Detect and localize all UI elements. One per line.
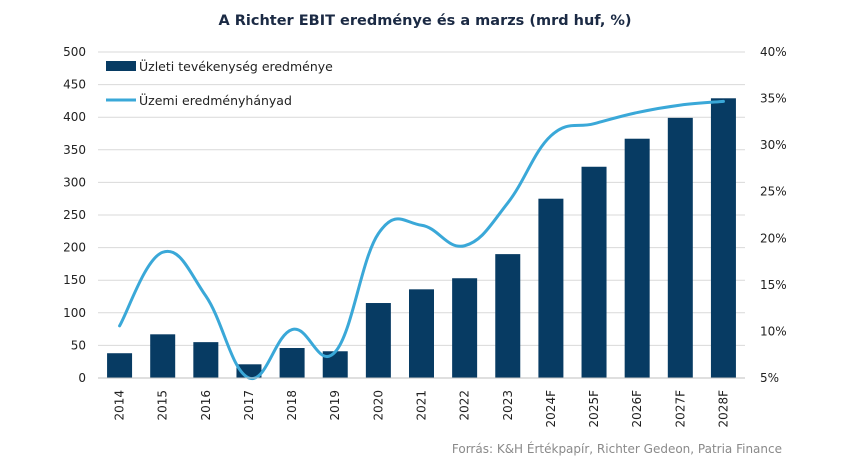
left-tick-label: 250 [63, 208, 86, 222]
bar [452, 278, 478, 378]
margin-line [118, 99, 725, 380]
left-tick-label: 0 [78, 371, 86, 385]
left-tick-label: 300 [63, 175, 86, 189]
x-tick-label: 2022 [458, 390, 472, 421]
x-tick-label: 2021 [415, 390, 429, 421]
left-axis: 0 50 100 150 200 250 300 350 400 450 500 [63, 45, 86, 385]
legend-line-label: Üzemi eredményhányad [139, 92, 292, 108]
bar [710, 98, 736, 379]
x-tick-label: 2019 [328, 390, 342, 421]
x-tick-label: 2018 [285, 390, 299, 421]
bar [365, 303, 391, 378]
legend-bar-label: Üzleti tevékenység eredménye [139, 58, 333, 74]
right-tick-label: 15% [760, 278, 787, 292]
x-tick-label: 2017 [242, 390, 256, 421]
bar [193, 342, 219, 378]
bar [279, 348, 305, 378]
left-tick-label: 350 [63, 143, 86, 157]
x-tick-label: 2025F [587, 390, 601, 428]
x-tick-label: 2027F [673, 390, 687, 428]
right-tick-label: 10% [760, 324, 787, 338]
x-tick-label: 2014 [113, 390, 127, 421]
left-tick-label: 450 [63, 78, 86, 92]
left-tick-label: 100 [63, 306, 86, 320]
left-tick-label: 50 [71, 338, 86, 352]
x-tick-label: 2024F [544, 390, 558, 428]
bar [538, 198, 564, 378]
right-tick-label: 30% [760, 138, 787, 152]
x-tick-label: 2020 [371, 390, 385, 421]
x-tick-label: 2016 [199, 390, 213, 421]
bar-series [107, 98, 736, 379]
x-tick-label: 2023 [501, 390, 515, 421]
left-tick-label: 150 [63, 273, 86, 287]
bar [581, 166, 607, 378]
chart-title: A Richter EBIT eredménye és a marzs (mrd… [218, 13, 631, 29]
bar [495, 254, 521, 378]
x-tick-label: 2028F [716, 390, 730, 428]
left-tick-label: 200 [63, 241, 86, 255]
right-tick-label: 5% [760, 371, 779, 385]
line-series [118, 99, 725, 380]
legend-bar-swatch [106, 61, 136, 71]
left-tick-label: 500 [63, 45, 86, 59]
left-tick-label: 400 [63, 110, 86, 124]
right-tick-label: 40% [760, 45, 787, 59]
right-tick-label: 25% [760, 185, 787, 199]
bar [150, 334, 176, 378]
x-axis: 2014 2015 2016 2017 2018 2019 2020 2021 2022 2023… [98, 377, 745, 428]
x-tick-label: 2026F [630, 390, 644, 428]
bar [107, 353, 133, 378]
right-tick-label: 20% [760, 231, 787, 245]
bar [624, 138, 650, 378]
bar [409, 289, 434, 378]
gridlines [98, 51, 745, 346]
legend: Üzleti tevékenység eredménye Üzemi eredm… [106, 58, 333, 108]
right-tick-label: 35% [760, 92, 787, 106]
x-tick-label: 2015 [156, 390, 170, 421]
source-note: Forrás: K&H Értékpapír, Richter Gedeon, … [452, 441, 782, 456]
bar [667, 117, 693, 379]
right-axis: 5% 10% 15% 20% 25% 30% 35% 40% [760, 45, 787, 385]
